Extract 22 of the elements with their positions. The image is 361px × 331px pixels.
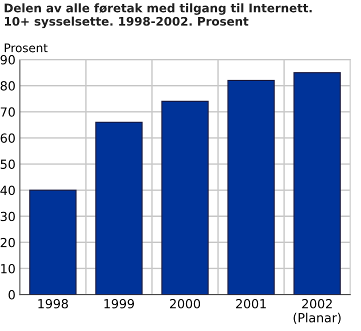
x-tick-label: 2000: [170, 298, 200, 308]
y-tick-label: 70: [0, 107, 15, 117]
y-tick-label: 30: [0, 212, 15, 222]
x-tick-label: 1998: [38, 298, 68, 308]
y-tick-label: 50: [0, 160, 15, 169]
y-tick-label: 20: [0, 238, 15, 248]
y-axis-title: Prosent: [4, 44, 48, 52]
y-tick-label: 60: [0, 133, 15, 143]
chart-title: Delen av alle føretak med tilgang til Internett. 10+ sysselsette. 1998-2002. Prosent: [4, 3, 312, 28]
y-tick-label: 90: [0, 55, 15, 65]
bar: [161, 100, 209, 295]
bar: [227, 80, 275, 295]
bar: [293, 72, 341, 295]
bar: [29, 190, 77, 295]
x-tick-label: 1999: [104, 298, 134, 308]
y-tick-label: 10: [1, 264, 15, 274]
x-tick-label: 2001: [236, 298, 266, 308]
bar: [95, 122, 143, 295]
y-tick-label: 40: [0, 186, 15, 196]
x-tick-label: 2002 (Planar): [294, 298, 341, 324]
y-tick-label: 80: [0, 81, 15, 91]
y-tick-label: 0: [8, 290, 15, 300]
